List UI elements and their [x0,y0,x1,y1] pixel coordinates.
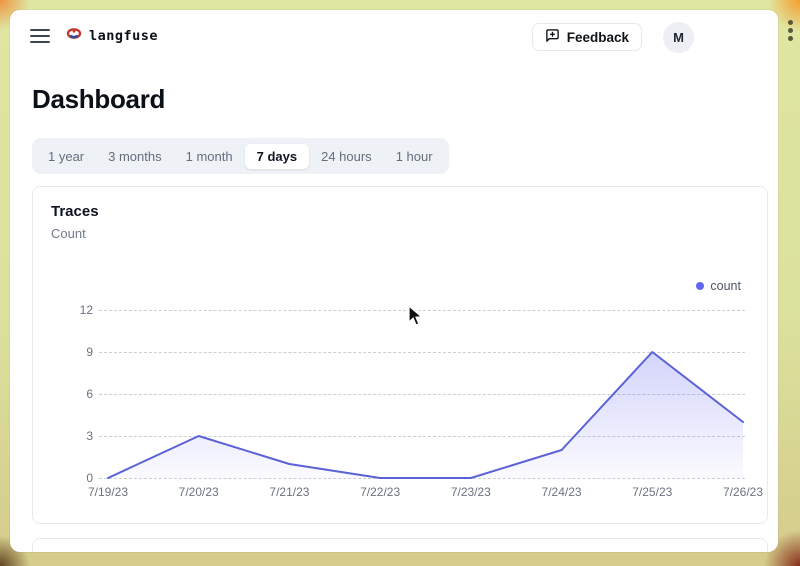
y-axis-tick: 6 [86,387,93,401]
chart-plot-svg [107,351,744,479]
user-avatar[interactable]: M [663,22,694,53]
langfuse-knot-logo-icon [66,26,82,46]
card-title: Traces [51,203,99,220]
gridline-y-0 [99,478,745,479]
traces-card: Traces Count count 0 3 6 9 12 7/19/23 7/20/23 7… [32,186,768,524]
x-axis-tick: 7/23/23 [450,485,491,499]
y-axis-tick: 3 [86,429,93,443]
y-axis-tick: 0 [86,471,93,485]
tab-1-hour[interactable]: 1 hour [395,148,433,164]
hamburger-menu-icon[interactable] [30,27,50,45]
frame-grip-dots-icon [788,20,793,41]
avatar-initial: M [673,30,684,45]
app-window: langfuse Feedback M Dashboard 1 year 3 mo… [10,10,778,552]
tab-24-hours[interactable]: 24 hours [321,148,372,164]
brand-name: langfuse [89,28,159,44]
x-axis-tick: 7/20/23 [178,485,219,499]
tab-7-days[interactable]: 7 days [244,143,310,169]
feedback-label: Feedback [566,29,629,45]
gridline-y-9 [99,352,745,353]
page-title: Dashboard [32,84,166,114]
x-axis-tick: 7/19/23 [87,485,129,499]
tab-1-month[interactable]: 1 month [185,148,233,164]
feedback-message-plus-icon [545,28,560,46]
x-axis-tick: 7/25/23 [632,485,673,499]
tab-1-year[interactable]: 1 year [48,148,85,164]
x-axis-tick: 7/21/23 [269,485,310,499]
time-range-tabbar: 1 year 3 months 1 month 7 days 24 hours 1 hou… [32,138,449,174]
feedback-button[interactable]: Feedback [531,23,642,51]
top-navbar: langfuse Feedback M [10,10,778,62]
brand[interactable]: langfuse [66,26,158,46]
gridline-y-12 [99,310,745,311]
x-axis-tick: 7/24/23 [541,485,582,499]
legend-dot-icon [696,282,705,290]
x-axis-tick: 7/26/23 [722,485,764,499]
card-subtitle: Count [51,226,86,241]
gridline-y-3 [99,436,745,437]
y-axis-tick: 9 [86,345,93,359]
tab-3-months[interactable]: 3 months [108,148,162,164]
next-card-partial [32,538,768,552]
gridline-y-6 [99,394,745,395]
legend-label: count [710,279,741,293]
x-axis-tick: 7/22/23 [360,485,401,499]
chart-legend[interactable]: count [696,279,741,293]
y-axis-tick: 12 [79,303,93,317]
